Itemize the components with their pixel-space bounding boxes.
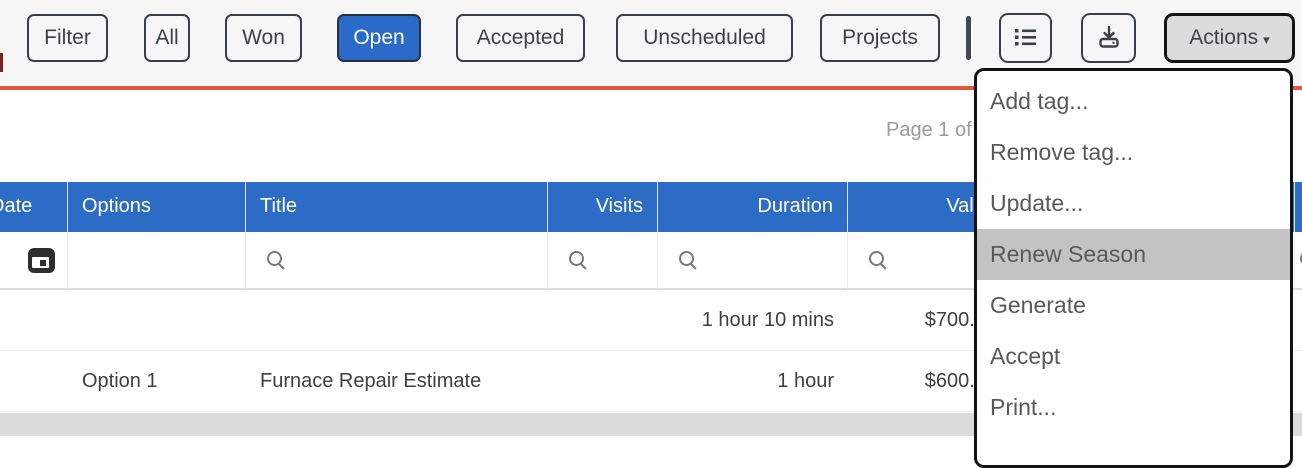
search-icon: [1299, 250, 1302, 270]
menu-item-renew-season[interactable]: Renew Season: [977, 229, 1290, 280]
title-filter-cell[interactable]: [246, 232, 548, 290]
actions-button[interactable]: Actions ▾: [1164, 13, 1295, 63]
chevron-down-icon: ▾: [1263, 31, 1270, 47]
search-icon: [868, 250, 888, 270]
cell-visits: [548, 351, 658, 412]
cell-duration: 1 hour 10 mins: [658, 290, 848, 351]
filter-unscheduled-button[interactable]: Unscheduled: [616, 14, 793, 62]
filter-button[interactable]: Filter: [27, 14, 108, 62]
filter-all-button[interactable]: All: [144, 14, 190, 62]
cell-extra: [1295, 351, 1302, 412]
cell-title: [246, 290, 548, 351]
cell-extra: [1295, 290, 1302, 351]
header-cell-duration[interactable]: Duration: [658, 182, 848, 232]
options-filter-cell[interactable]: [68, 232, 246, 290]
cell-date: [0, 351, 68, 412]
date-filter-cell[interactable]: [0, 232, 68, 290]
extra-filter-cell[interactable]: [1295, 232, 1302, 290]
filter-open-button[interactable]: Open: [337, 14, 421, 62]
menu-item-update[interactable]: Update...: [990, 190, 1084, 216]
header-cell-extra-2[interactable]: [1295, 182, 1302, 232]
toolbar-divider: [966, 16, 971, 60]
cell-duration: 1 hour: [658, 351, 848, 412]
calendar-icon: [28, 247, 55, 273]
search-icon: [568, 250, 588, 270]
export-button[interactable]: [1081, 13, 1136, 63]
left-edge-marker: [0, 53, 3, 72]
cell-options: [68, 290, 246, 351]
actions-button-label: Actions: [1189, 26, 1259, 49]
cell-visits: [548, 290, 658, 351]
download-icon: [1096, 24, 1122, 53]
search-icon: [266, 250, 286, 270]
list-icon: [1012, 24, 1039, 53]
filter-accepted-button[interactable]: Accepted: [456, 14, 585, 62]
list-view-button[interactable]: [999, 13, 1052, 63]
cell-options: Option 1: [68, 351, 246, 412]
menu-item-remove-tag[interactable]: Remove tag...: [990, 139, 1134, 165]
menu-item-accept[interactable]: Accept: [990, 343, 1061, 369]
header-cell-visits[interactable]: Visits: [548, 182, 658, 232]
cell-title: Furnace Repair Estimate: [246, 351, 548, 412]
menu-item-add-tag[interactable]: Add tag...: [990, 88, 1089, 114]
filter-projects-button[interactable]: Projects: [820, 14, 940, 62]
actions-menu: Add tag... Remove tag... Update... Renew…: [974, 68, 1293, 468]
cell-date: [0, 290, 68, 351]
header-cell-options[interactable]: Options: [68, 182, 246, 232]
menu-item-print[interactable]: Print...: [990, 394, 1057, 420]
menu-item-generate[interactable]: Generate: [990, 292, 1086, 318]
header-cell-date[interactable]: Date: [0, 182, 68, 232]
duration-filter-cell[interactable]: [658, 232, 848, 290]
accent-divider-line: [0, 86, 1302, 90]
filter-toolbar: Filter All Won Open Accepted Unscheduled…: [0, 0, 1302, 86]
pagination-text: Page 1 of: [886, 119, 972, 141]
search-icon: [678, 250, 698, 270]
filter-won-button[interactable]: Won: [225, 14, 302, 62]
header-cell-title[interactable]: Title: [246, 182, 548, 232]
visits-filter-cell[interactable]: [548, 232, 658, 290]
